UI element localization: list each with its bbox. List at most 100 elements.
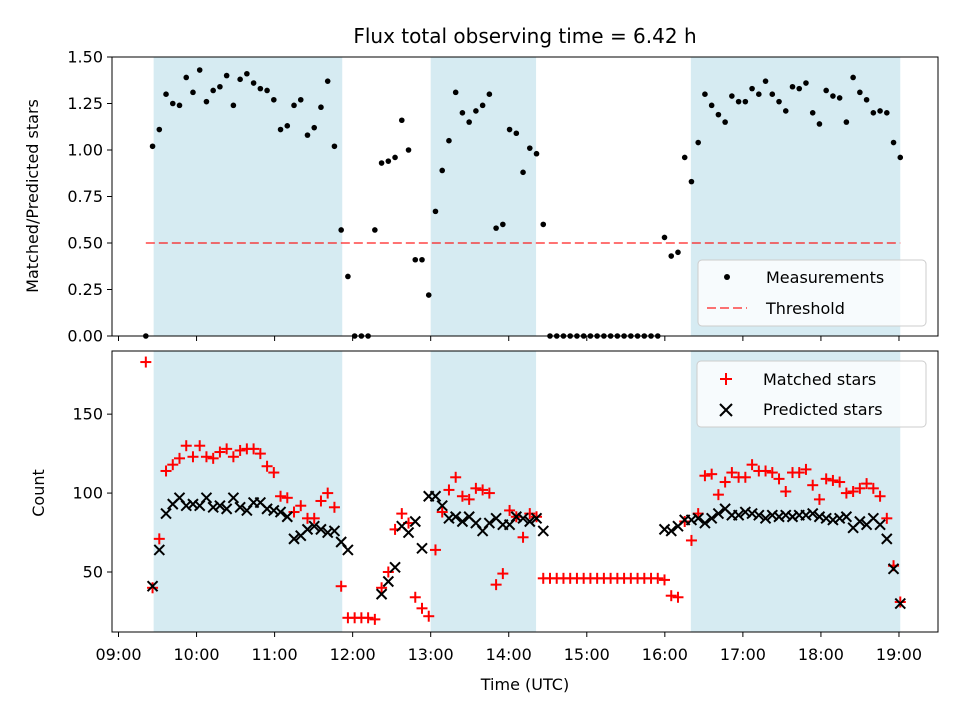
matched-star-point [854, 482, 866, 494]
predicted-star-point [281, 511, 293, 523]
measurement-point [850, 74, 856, 81]
top-y-tick-label: 0.50 [67, 234, 103, 253]
predicted-star-point [436, 500, 448, 512]
measurement-point [230, 102, 237, 109]
x-tick-label: 13:00 [408, 645, 454, 664]
measurement-point [439, 167, 446, 174]
matched-star-point [376, 582, 388, 594]
measurement-point [782, 108, 789, 114]
matched-star-point [221, 443, 233, 455]
measurement-point [661, 234, 668, 241]
x-tick-label: 18:00 [798, 645, 844, 664]
matched-star-point [807, 479, 819, 491]
predicted-star-point [746, 507, 758, 520]
predicted-star-point [712, 507, 725, 520]
measurement-point [405, 147, 412, 153]
matched-star-point [315, 495, 327, 507]
matched-star-point [295, 500, 307, 512]
matched-star-point [483, 487, 495, 499]
measurement-point [897, 154, 904, 161]
measurement-point [176, 102, 183, 109]
bottom-legend: Matched stars Predicted stars [696, 360, 927, 428]
matched-star-point [436, 506, 448, 518]
measurement-point [890, 139, 897, 146]
measurement-point [877, 108, 883, 114]
predicted-star-point [200, 492, 213, 504]
measurement-point [688, 178, 695, 185]
measurement-point [378, 160, 385, 166]
matched-star-point [409, 591, 421, 603]
bottom-panel-frame [111, 350, 939, 633]
matched-star-point [840, 487, 852, 499]
matched-star-point [234, 444, 246, 456]
matched-star-point [382, 566, 394, 578]
predicted-star-point [753, 509, 765, 521]
matched-star-point [308, 512, 320, 524]
predicted-star-point [780, 509, 792, 521]
predicted-star-point [887, 563, 900, 575]
measurement-point [217, 83, 223, 90]
matched-star-point [847, 486, 859, 497]
measurement-point [681, 154, 688, 161]
measurement-point [331, 143, 338, 150]
measurement-point [432, 208, 439, 215]
matched-star-point [672, 591, 684, 603]
top-y-tick-label: 1.25 [67, 94, 103, 113]
predicted-star-point [759, 512, 772, 525]
measurement-point [304, 132, 311, 138]
measurement-point [843, 119, 850, 125]
matched-star-point [180, 440, 192, 452]
matched-star-point [712, 489, 724, 501]
measurement-point [857, 89, 863, 96]
matched-star-point [254, 448, 266, 460]
matched-star-point [275, 490, 287, 502]
matched-star-point [726, 467, 738, 479]
matched-star-point [780, 486, 792, 497]
measurement-point [324, 78, 331, 84]
measurement-point [769, 91, 776, 97]
measurement-point [796, 85, 803, 92]
matched-star-point [423, 610, 435, 622]
predicted-star-point [153, 544, 166, 556]
measurement-point [392, 154, 398, 161]
matched-star-point [207, 452, 219, 464]
matched-star-point [288, 506, 300, 518]
measurement-point [533, 150, 540, 157]
measurement-point [715, 111, 722, 118]
predicted-star-point [180, 500, 192, 512]
matched-legend-marker [720, 373, 732, 385]
predicted-star-point [443, 512, 455, 525]
predicted-star-point [732, 509, 745, 521]
top-y-axis-label: Matched/Predicted stars [23, 99, 42, 293]
matched-star-point [874, 490, 886, 502]
measurement-point [675, 249, 681, 256]
predicted-legend-marker [719, 403, 733, 417]
matched-star-point [867, 482, 879, 494]
predicted-star-point [301, 523, 314, 536]
predicted-star-point [389, 561, 401, 573]
predicted-star-point [402, 526, 415, 539]
measurement-point [398, 117, 405, 124]
measurements-legend-marker [724, 274, 730, 280]
top-y-tick-label: 1.00 [67, 141, 103, 160]
top-legend-box [697, 259, 927, 327]
predicted-star-point [530, 512, 543, 525]
matched-star-point [200, 451, 212, 463]
matched-star-point [524, 508, 536, 520]
x-tick-label: 17:00 [720, 645, 766, 664]
measurement-point [250, 80, 257, 86]
measurement-point [789, 83, 796, 90]
measurement-point [702, 91, 708, 97]
matched-star-point [362, 612, 374, 624]
predicted-star-point [705, 512, 718, 525]
measurement-point [345, 273, 351, 280]
measurement-point [257, 85, 264, 92]
measurement-point [870, 110, 877, 116]
matched-star-point [450, 471, 462, 483]
measurement-point [244, 70, 250, 77]
predicted-star-point [833, 512, 846, 525]
matched-star-point [153, 533, 165, 545]
predicted-star-point [416, 542, 428, 555]
predicted-star-point [894, 597, 906, 610]
bottom-y-tick-label: 150 [72, 405, 103, 424]
